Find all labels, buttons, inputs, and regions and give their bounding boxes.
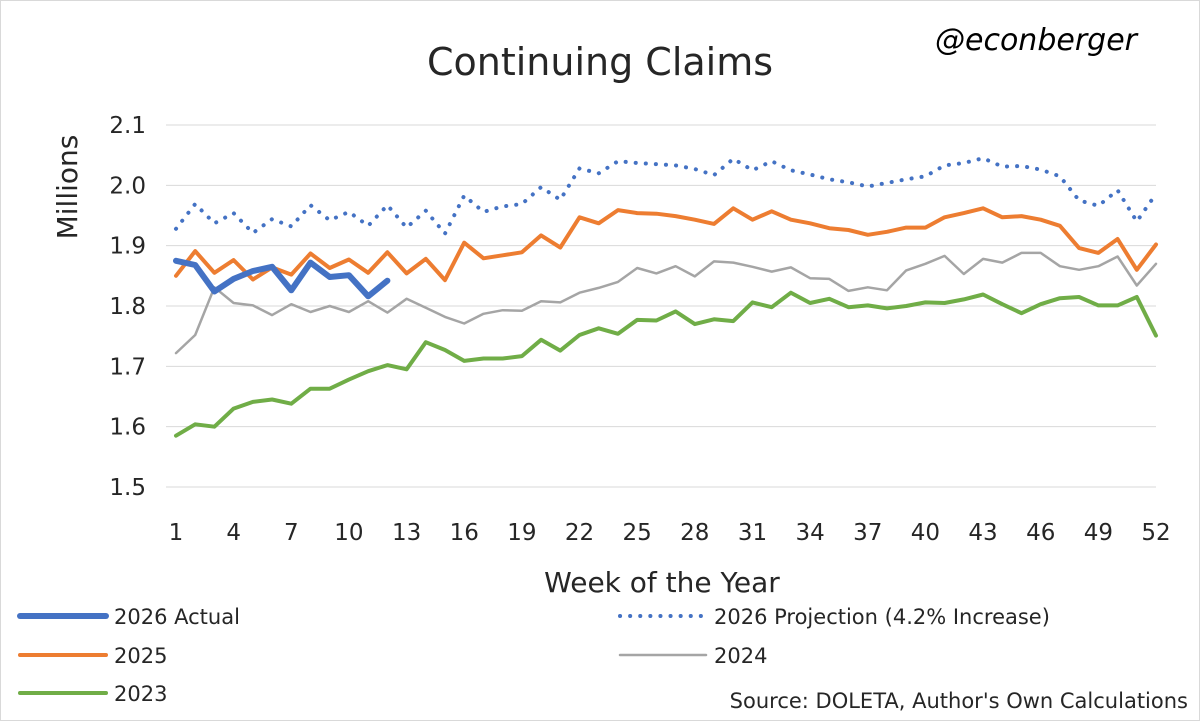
chart-title: Continuing Claims bbox=[427, 40, 773, 84]
x-tick-label: 25 bbox=[623, 520, 652, 546]
y-tick-label: 2.0 bbox=[109, 173, 146, 199]
series-line-2026-actual bbox=[173, 257, 391, 300]
x-tick-label: 16 bbox=[450, 520, 479, 546]
x-tick-label: 34 bbox=[795, 520, 824, 546]
legend: 2026 Actual 2026 Projection (4.2% Increas… bbox=[17, 605, 1050, 706]
x-tick-label: 37 bbox=[853, 520, 882, 546]
y-tick-label: 1.9 bbox=[109, 234, 146, 260]
x-tick-label: 1 bbox=[169, 520, 184, 546]
x-tick-label: 49 bbox=[1084, 520, 1113, 546]
x-tick-label: 31 bbox=[738, 520, 767, 546]
x-tick-label: 40 bbox=[911, 520, 940, 546]
x-tick-label: 52 bbox=[1141, 520, 1170, 546]
x-tick-label: 10 bbox=[334, 520, 363, 546]
gridlines bbox=[166, 124, 1156, 488]
legend-label-2023: 2023 bbox=[114, 682, 167, 706]
y-tick-label: 1.6 bbox=[109, 415, 146, 441]
x-tick-label: 46 bbox=[1026, 520, 1055, 546]
x-tick-label: 28 bbox=[680, 520, 709, 546]
x-axis-title: Week of the Year bbox=[544, 566, 780, 599]
y-axis-title: Millions bbox=[51, 135, 84, 240]
y-tick-label: 1.7 bbox=[109, 354, 146, 380]
series-lines bbox=[173, 156, 1158, 438]
y-tick-label: 2.1 bbox=[109, 113, 146, 139]
series-line-2023 bbox=[174, 290, 1158, 438]
series-line-2024 bbox=[174, 251, 1158, 355]
x-axis-ticks: 1 4 7 10 13 16 19 22 25 28 31 34 37 40 43 46 49 52 bbox=[169, 520, 1171, 546]
legend-label-2025: 2025 bbox=[114, 644, 167, 668]
legend-label-2026-actual: 2026 Actual bbox=[114, 605, 240, 629]
x-tick-label: 43 bbox=[968, 520, 997, 546]
y-tick-label: 1.8 bbox=[109, 294, 146, 320]
y-tick-label: 1.5 bbox=[109, 475, 146, 501]
x-tick-label: 7 bbox=[284, 520, 299, 546]
legend-label-2024: 2024 bbox=[714, 644, 767, 668]
x-tick-label: 22 bbox=[565, 520, 594, 546]
x-tick-label: 19 bbox=[507, 520, 536, 546]
series-line-2025 bbox=[174, 206, 1158, 283]
y-axis-ticks: 1.5 1.6 1.7 1.8 1.9 2.0 2.1 bbox=[109, 113, 146, 501]
legend-label-2026-projection-4-2-increase: 2026 Projection (4.2% Increase) bbox=[714, 605, 1050, 629]
x-tick-label: 4 bbox=[226, 520, 241, 546]
source-note: Source: DOLETA, Author's Own Calculation… bbox=[730, 689, 1188, 713]
series-line-2026-projection-4-2-increase bbox=[174, 156, 1158, 236]
x-tick-label: 13 bbox=[392, 520, 421, 546]
author-handle: @econberger bbox=[935, 23, 1139, 58]
